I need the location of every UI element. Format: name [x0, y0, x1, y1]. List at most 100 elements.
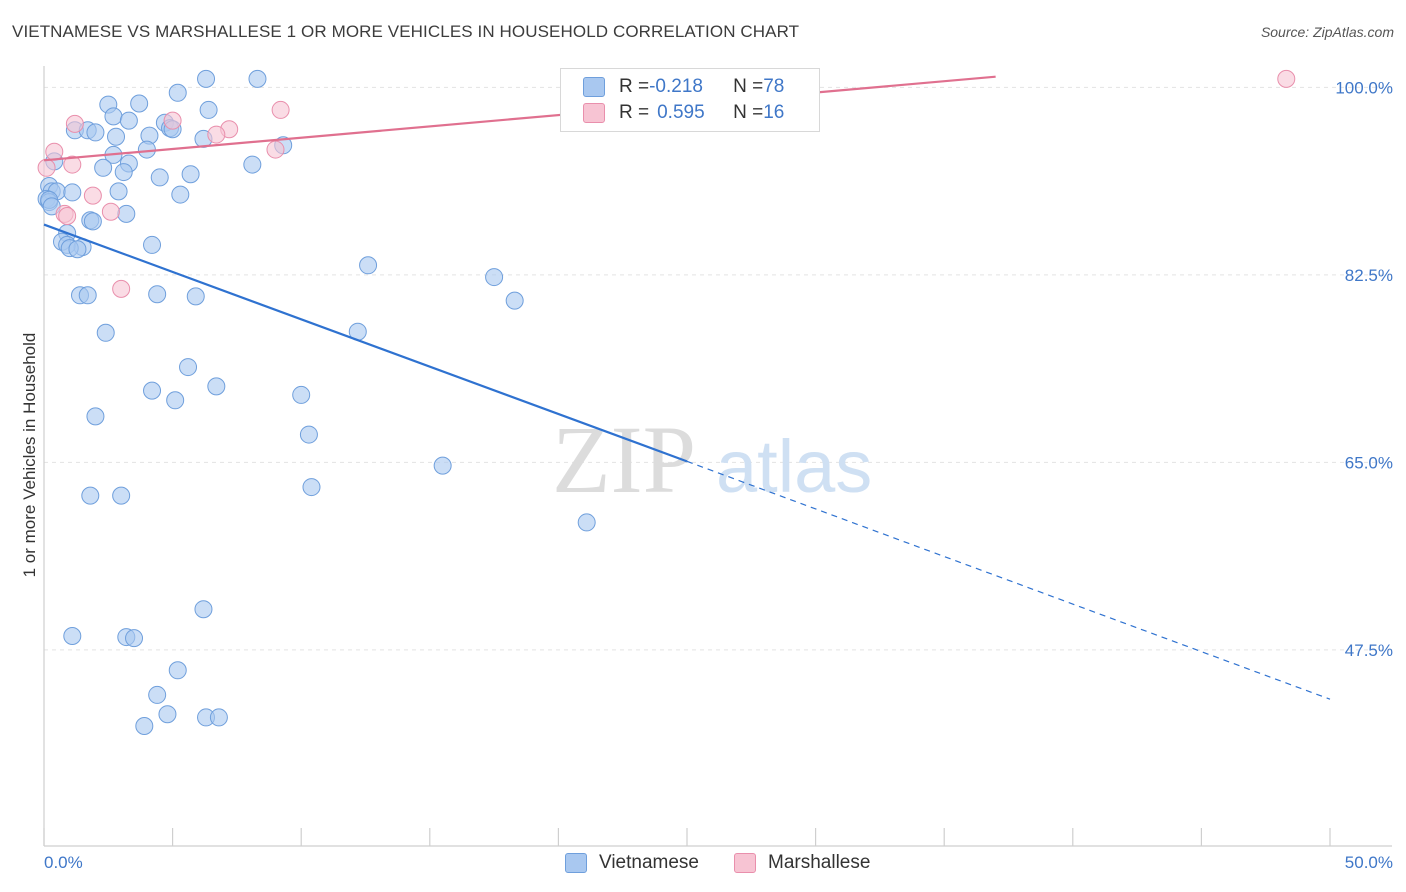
- vietnamese-swatch: [583, 77, 605, 97]
- chart-title: VIETNAMESE VS MARSHALLESE 1 OR MORE VEHI…: [12, 22, 800, 41]
- vietnamese-trend-extension: [686, 460, 1331, 700]
- legend-n-label: N =: [733, 102, 764, 123]
- vietnamese-point: [117, 204, 136, 223]
- marshallese-point: [83, 186, 102, 205]
- vietnamese-point: [209, 708, 228, 727]
- gridlines: [44, 86, 1392, 651]
- data-points: [37, 69, 1296, 735]
- vietnamese-point: [81, 486, 100, 505]
- vietnamese-point: [78, 286, 97, 305]
- vietnamese-point: [505, 291, 524, 310]
- y-axis-label: 1 or more Vehicles in Household: [20, 333, 39, 578]
- marshallese-swatch: [734, 853, 756, 873]
- axes: [43, 66, 1392, 847]
- vietnamese-point: [168, 661, 187, 680]
- legend-row-vietnamese: R = -0.218 N = 78: [583, 74, 784, 100]
- vietnamese-trend-line: [43, 223, 688, 463]
- legend-n-value: 78: [763, 76, 785, 97]
- vietnamese-point: [114, 163, 133, 182]
- y-tick-label: 100.0%: [1335, 78, 1393, 97]
- vietnamese-point: [96, 323, 115, 342]
- legend-r-value: 0.595: [657, 102, 705, 123]
- legend-r-value: -0.218: [649, 76, 703, 97]
- watermark-atlas: atlas: [716, 425, 872, 508]
- y-tick-label: 82.5%: [1345, 266, 1393, 285]
- marshallese-point: [101, 202, 120, 221]
- vietnamese-point: [302, 478, 321, 497]
- vietnamese-point: [109, 182, 128, 201]
- watermark: ZIP atlas: [552, 406, 872, 513]
- y-tick-labels: 100.0% 82.5% 65.0% 47.5%: [1335, 78, 1393, 660]
- marshallese-point: [63, 155, 82, 174]
- vietnamese-point: [168, 83, 187, 102]
- vietnamese-point: [171, 185, 190, 204]
- vietnamese-point: [83, 212, 102, 231]
- marshallese-point: [58, 207, 77, 225]
- vietnamese-point: [135, 717, 154, 735]
- marshallese-point: [45, 142, 64, 161]
- legend-item-vietnamese[interactable]: Vietnamese: [565, 852, 699, 874]
- vietnamese-point: [199, 100, 218, 119]
- vietnamese-point: [68, 240, 87, 259]
- legend-item-marshallese[interactable]: Marshallese: [734, 852, 870, 874]
- source-label: Source: ZipAtlas.com: [1260, 24, 1394, 40]
- y-tick-label: 65.0%: [1345, 453, 1393, 472]
- vietnamese-point: [143, 381, 162, 400]
- vietnamese-point: [433, 456, 452, 475]
- vietnamese-point: [485, 268, 504, 287]
- legend-r-label: R =: [619, 102, 650, 123]
- vietnamese-point: [63, 627, 82, 645]
- series-legend: Vietnamese Marshallese: [0, 852, 1406, 878]
- x-tick-labels: 0.0% 50.0%: [44, 853, 1393, 872]
- vietnamese-point: [292, 385, 311, 404]
- marshallese-point: [266, 140, 285, 159]
- vietnamese-point: [150, 168, 169, 187]
- legend-n-value: 16: [763, 102, 785, 123]
- marshallese-trend-line: [43, 75, 996, 162]
- vietnamese-point: [86, 407, 105, 426]
- marshallese-point: [271, 100, 290, 119]
- marshallese-swatch: [583, 103, 605, 123]
- vietnamese-point: [148, 685, 167, 704]
- correlation-legend: R = -0.218 N = 78 R = 0.595 N = 16: [560, 68, 820, 132]
- vietnamese-point: [248, 69, 267, 88]
- vietnamese-point: [143, 235, 162, 254]
- marshallese-point: [112, 279, 131, 298]
- x-tick-label: 50.0%: [1345, 853, 1393, 872]
- trend-lines: [43, 75, 1331, 700]
- legend-item-label: Marshallese: [768, 852, 871, 873]
- vietnamese-point: [119, 111, 138, 130]
- vietnamese-point: [359, 256, 378, 275]
- vietnamese-point: [181, 165, 200, 184]
- legend-n-label: N =: [733, 76, 764, 97]
- vietnamese-point: [299, 425, 318, 444]
- vietnamese-point: [194, 600, 213, 619]
- vietnamese-point: [94, 158, 113, 177]
- vietnamese-point: [207, 377, 226, 396]
- vietnamese-point: [125, 629, 144, 648]
- y-tick-label: 47.5%: [1345, 641, 1393, 660]
- vietnamese-point: [86, 123, 105, 142]
- legend-row-marshallese: R = 0.595 N = 16: [583, 100, 784, 126]
- marshallese-point: [1277, 69, 1296, 88]
- watermark-zip: ZIP: [552, 406, 696, 513]
- x-tick-label: 0.0%: [44, 853, 83, 872]
- vietnamese-point: [577, 513, 596, 532]
- vietnamese-point: [63, 183, 82, 202]
- vietnamese-point: [148, 285, 167, 304]
- marshallese-point: [207, 125, 226, 144]
- vietnamese-point: [243, 155, 262, 174]
- vietnamese-point: [130, 94, 149, 113]
- marshallese-point: [163, 111, 182, 130]
- legend-item-label: Vietnamese: [599, 852, 699, 873]
- marshallese-point: [65, 114, 84, 133]
- vietnamese-point: [158, 705, 177, 724]
- vietnamese-swatch: [565, 853, 587, 873]
- legend-r-label: R =: [619, 76, 650, 97]
- vietnamese-point: [107, 127, 126, 146]
- marshallese-point: [37, 158, 56, 177]
- vietnamese-point: [104, 107, 123, 126]
- vietnamese-point: [112, 486, 131, 505]
- vietnamese-point: [197, 69, 216, 88]
